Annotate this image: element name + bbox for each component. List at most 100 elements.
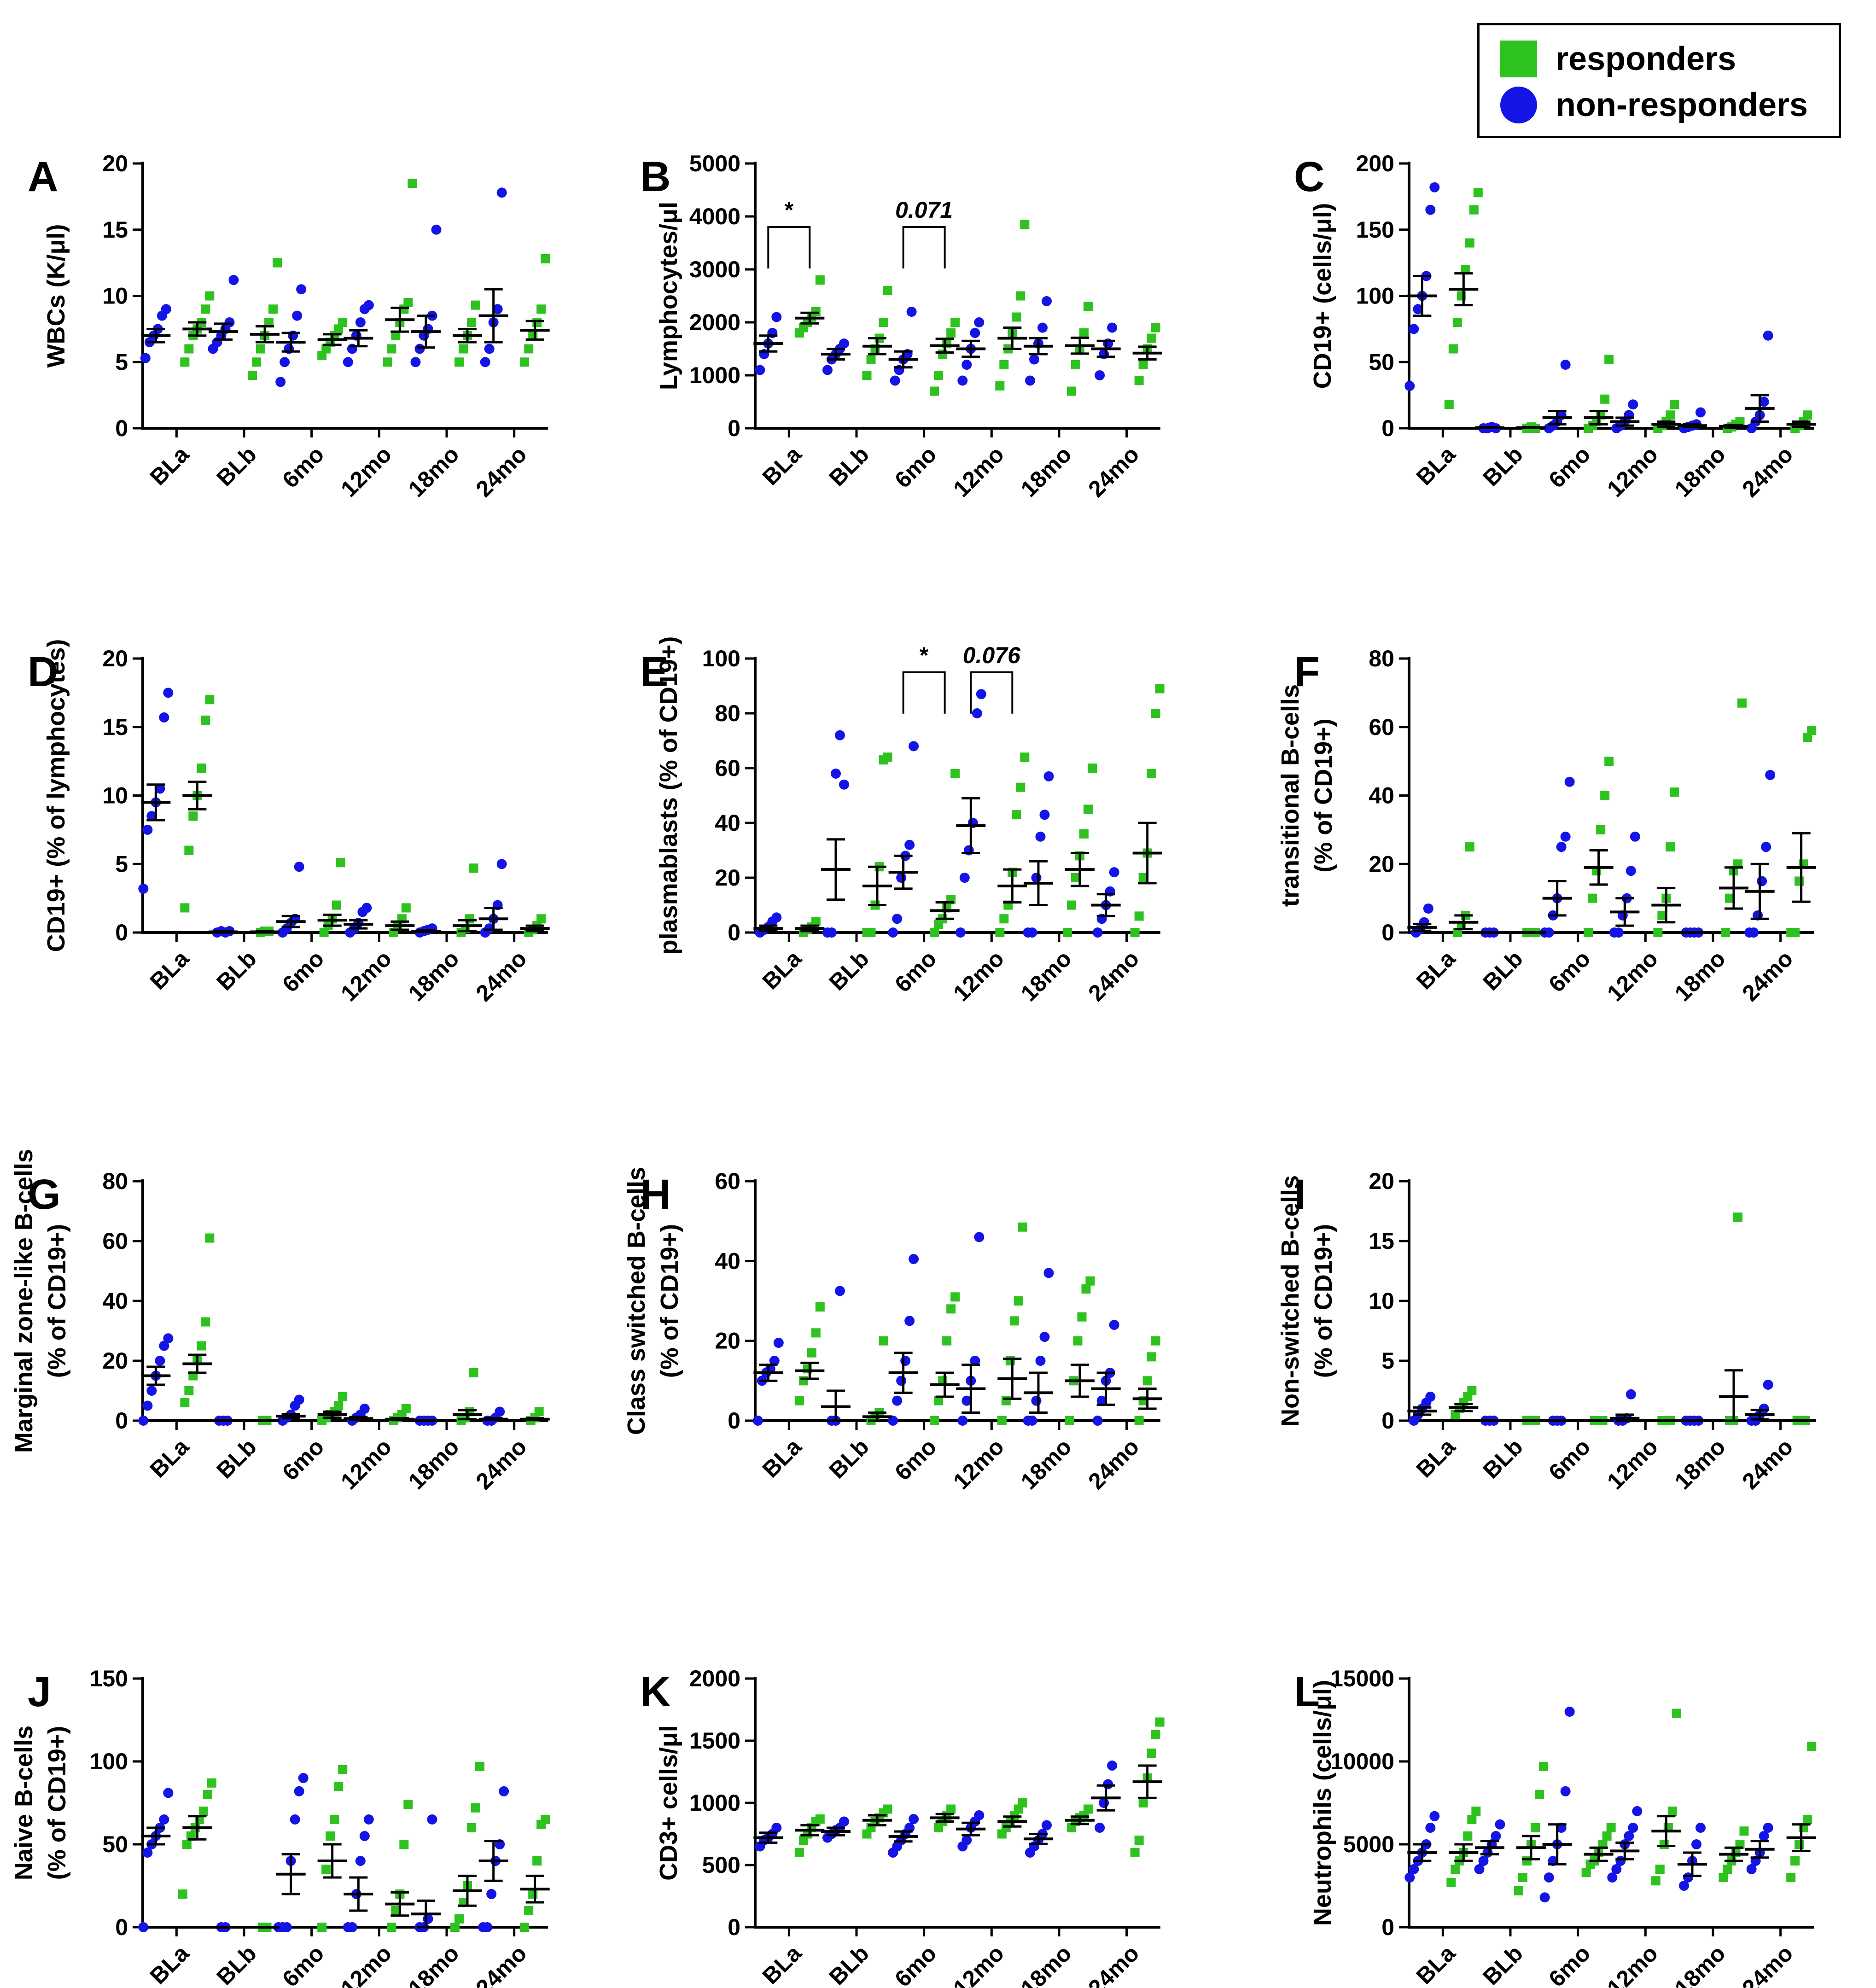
x-tick-label: BLa	[757, 945, 807, 994]
y-tick-label: 100	[702, 646, 740, 671]
legend: responders non-responders	[1477, 23, 1841, 138]
non-responders-point	[484, 923, 495, 934]
responders-point	[1084, 302, 1093, 311]
x-tick-label: 24mo	[1737, 945, 1798, 1006]
responders-point	[1790, 1856, 1800, 1866]
responders-point	[467, 1823, 476, 1832]
non-responders-point	[496, 859, 507, 869]
responders-point	[1001, 1396, 1011, 1405]
responders-point	[1088, 764, 1097, 773]
panel-letter: J	[28, 1668, 51, 1715]
responders-point	[1807, 726, 1817, 735]
responders-point	[203, 1790, 212, 1799]
responders-point	[1151, 1336, 1160, 1346]
y-tick-label: 10	[102, 783, 128, 809]
panel-letter: B	[640, 153, 670, 200]
non-responders-point	[355, 317, 366, 327]
x-tick-label: BLa	[757, 1940, 807, 1988]
responders-point	[942, 1336, 952, 1346]
x-tick-label: 12mo	[1602, 945, 1663, 1006]
y-tick-label: 20	[102, 646, 128, 671]
y-tick-label: 100	[90, 1749, 128, 1774]
non-responders-point	[955, 927, 966, 938]
responders-point	[459, 344, 468, 354]
non-responders-point	[363, 1814, 374, 1825]
y-tick-label: 5000	[689, 151, 740, 176]
responders-point	[999, 914, 1009, 924]
responders-point	[1581, 1868, 1591, 1877]
non-responders-point	[1763, 1380, 1773, 1390]
responders-point	[1012, 810, 1021, 820]
y-tick-label: 2000	[689, 309, 740, 335]
non-responders-point	[888, 1416, 898, 1426]
responders-point	[252, 357, 261, 367]
responders-point	[332, 900, 341, 910]
significance-label: 0.076	[963, 642, 1021, 668]
non-responders-point	[839, 338, 849, 349]
responders-point	[1155, 684, 1165, 694]
non-responders-point	[1564, 776, 1575, 787]
non-responders-point	[1027, 1416, 1037, 1426]
non-responders-point	[1096, 1395, 1107, 1406]
non-responders-point	[1765, 770, 1776, 780]
non-responders-point	[1035, 1356, 1046, 1366]
y-tick-label: 1000	[689, 1790, 740, 1816]
y-axis-label: CD19+ (% of lymphocytes)	[42, 639, 70, 952]
panel-letter: D	[28, 648, 58, 695]
responders-point	[1079, 328, 1089, 338]
y-tick-label: 5	[115, 349, 128, 375]
non-responders-point	[499, 1786, 509, 1796]
responders-point	[1739, 1826, 1749, 1836]
non-responders-point	[1107, 322, 1118, 333]
y-axis-label-line: Class switched B-cells	[623, 1167, 650, 1435]
responders-point	[1142, 1376, 1152, 1386]
responders-point	[1721, 928, 1730, 937]
non-responders-point	[1625, 866, 1636, 876]
non-responders-point	[839, 1816, 849, 1827]
non-responders-point	[1423, 903, 1433, 914]
y-axis-label-line: WBCs (K/μl)	[42, 224, 70, 367]
legend-item-responders: responders	[1500, 38, 1736, 80]
responders-point	[1147, 769, 1156, 778]
responders-point	[879, 1336, 888, 1346]
responders-point	[205, 695, 215, 705]
y-tick-label: 40	[102, 1288, 128, 1314]
responders-point	[999, 360, 1009, 369]
non-responders-point	[771, 1823, 782, 1833]
responders-point	[408, 179, 417, 188]
responders-point	[1446, 1877, 1456, 1887]
y-tick-label: 20	[1369, 851, 1394, 877]
non-responders-point	[427, 1814, 437, 1825]
non-responders-point	[1556, 842, 1567, 852]
y-axis-label-line: Lymphocytes/μl	[655, 202, 682, 390]
responders-point	[1084, 1804, 1093, 1814]
non-responders-point	[972, 708, 982, 718]
x-tick-label: 18mo	[403, 945, 464, 1006]
non-responders-point	[1613, 927, 1624, 938]
y-axis-label-line: Non-switched B-cells	[1276, 1175, 1304, 1427]
non-responders-point	[159, 712, 169, 723]
responders-point	[198, 1807, 208, 1816]
non-responders-point	[974, 1232, 985, 1242]
non-responders-point	[1624, 1831, 1634, 1841]
responders-point	[467, 318, 476, 327]
non-responders-point	[896, 1376, 907, 1386]
responders-point	[268, 304, 278, 314]
non-responders-point	[1404, 1872, 1415, 1883]
responders-point	[1151, 709, 1160, 718]
non-responders-point	[1628, 1823, 1638, 1833]
y-tick-label: 50	[1369, 349, 1394, 375]
x-tick-label: 12mo	[948, 1940, 1009, 1988]
y-axis-label: Class switched B-cells (% of CD19+)	[623, 1167, 683, 1435]
responders-point	[1719, 1873, 1728, 1882]
significance-bracket	[767, 226, 811, 268]
x-tick-label: BLb	[1478, 1940, 1527, 1988]
y-tick-label: 0	[115, 415, 128, 441]
x-tick-label: BLa	[145, 1433, 194, 1482]
non-responders-circle-icon	[1500, 87, 1537, 123]
y-tick-label: 5	[1381, 1348, 1394, 1374]
non-responders-point	[1037, 322, 1048, 333]
y-tick-label: 0	[728, 1408, 740, 1434]
y-tick-label: 15	[102, 714, 128, 740]
